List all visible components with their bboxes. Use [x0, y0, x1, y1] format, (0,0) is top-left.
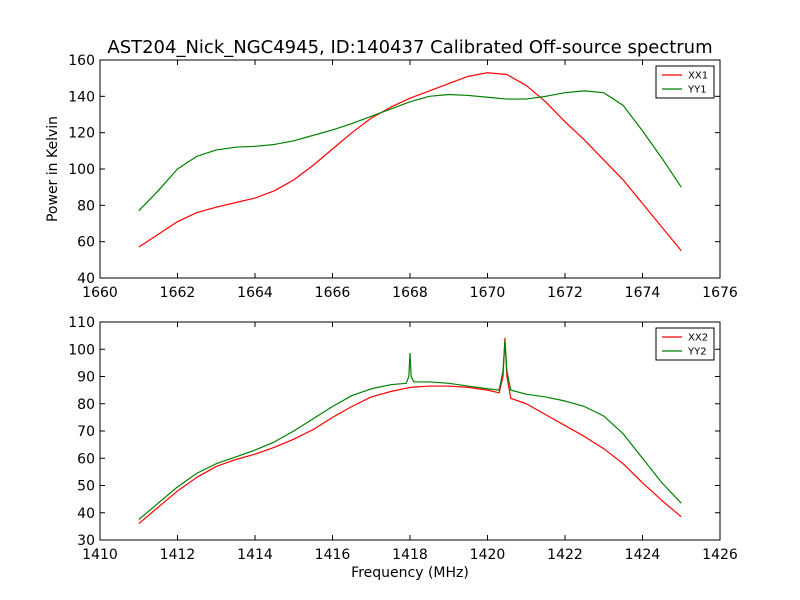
top-legend-label-xx1: XX1	[688, 71, 708, 82]
bottom-legend-label-yy2: YY2	[687, 347, 707, 358]
top-x-tick-label-2: 1664	[237, 285, 273, 301]
bottom-x-tick-label-1: 1412	[160, 547, 196, 563]
bottom-legend-box	[655, 327, 715, 361]
bottom-y-tick-label-3: 60	[77, 451, 95, 467]
top-panel: 1660 1662 1664 1666 1668 1670 1672 1674 1676 40 60…	[68, 53, 738, 301]
chart-title: AST204_Nick_NGC4945, ID:140437 Calibrate…	[107, 37, 712, 58]
top-x-tick-label-0: 1660	[82, 285, 118, 301]
bottom-x-tick-label-6: 1422	[547, 547, 583, 563]
bottom-y-tick-label-7: 100	[68, 342, 95, 358]
bottom-y-tick-label-8: 110	[68, 315, 95, 331]
top-x-tick-label-8: 1676	[702, 285, 738, 301]
top-y-tick-label-6: 160	[68, 53, 95, 69]
top-series-line-yy1	[138, 90, 682, 212]
top-x-tick-label-4: 1668	[392, 285, 428, 301]
bottom-series-line-yy2	[138, 340, 682, 521]
bottom-x-tick-label-4: 1418	[392, 547, 428, 563]
bottom-y-tick-label-5: 80	[77, 397, 95, 413]
bottom-panel: 1410 1412 1414 1416 1418 1420 1422 1424 1426 30 40…	[68, 315, 738, 563]
y-axis-label-top: Power in Kelvin	[45, 116, 61, 222]
bottom-legend-label-xx2: XX2	[688, 333, 708, 344]
top-y-tick-label-5: 140	[68, 89, 95, 105]
bottom-y-tick-label-2: 50	[77, 479, 95, 495]
bottom-y-tick-label-6: 90	[77, 370, 95, 386]
top-x-tick-label-7: 1674	[625, 285, 661, 301]
bottom-x-tick-label-7: 1424	[625, 547, 661, 563]
bottom-series-line-xx2	[138, 337, 682, 525]
bottom-x-tick-label-2: 1414	[237, 547, 273, 563]
top-x-tick-label-6: 1672	[547, 285, 583, 301]
top-y-tick-label-2: 80	[77, 198, 95, 214]
top-y-tick-label-1: 60	[77, 235, 95, 251]
top-legend-label-yy1: YY1	[687, 85, 707, 96]
top-y-tick-label-4: 120	[68, 126, 95, 142]
bottom-x-tick-label-8: 1426	[702, 547, 738, 563]
bottom-y-tick-label-4: 70	[77, 424, 95, 440]
top-legend-box	[655, 65, 715, 99]
top-x-tick-label-5: 1670	[470, 285, 506, 301]
bottom-x-tick-label-3: 1416	[315, 547, 351, 563]
top-y-tick-label-0: 40	[77, 271, 95, 287]
top-x-tick-label-3: 1666	[315, 285, 351, 301]
bottom-y-tick-label-0: 30	[77, 533, 95, 549]
bottom-x-tick-label-0: 1410	[82, 547, 118, 563]
top-y-tick-label-3: 100	[68, 162, 95, 178]
x-axis-label-bottom: Frequency (MHz)	[351, 565, 469, 581]
top-series-line-xx1	[138, 72, 682, 252]
bottom-x-tick-label-5: 1420	[470, 547, 506, 563]
top-x-tick-label-1: 1662	[160, 285, 196, 301]
bottom-y-tick-label-1: 40	[77, 506, 95, 522]
